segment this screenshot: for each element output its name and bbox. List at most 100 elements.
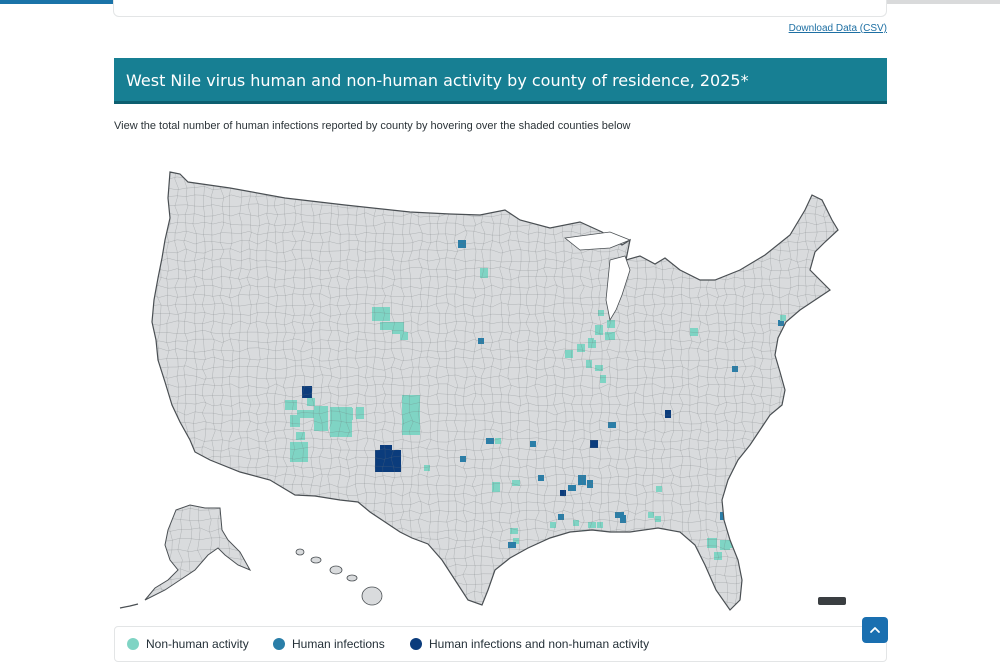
county-nonhuman-39[interactable]	[598, 310, 604, 316]
county-nonhuman-28[interactable]	[512, 480, 520, 486]
county-nonhuman-2[interactable]	[296, 432, 305, 440]
county-nonhuman-17[interactable]	[380, 322, 394, 330]
county-nonhuman-29[interactable]	[565, 350, 573, 358]
county-human-60[interactable]	[508, 542, 516, 548]
county-nonhuman-15[interactable]	[408, 415, 418, 427]
hawaii-island	[361, 586, 383, 606]
county-nonhuman-3[interactable]	[307, 398, 315, 406]
county-border-h	[152, 302, 838, 308]
county-human-52[interactable]	[558, 514, 564, 520]
county-human-43[interactable]	[568, 485, 576, 491]
county-border-h	[152, 320, 838, 326]
back-to-top-button[interactable]	[862, 617, 888, 643]
county-border-h	[152, 356, 838, 362]
county-nonhuman-19[interactable]	[400, 332, 408, 340]
county-human-50[interactable]	[620, 515, 626, 523]
county-nonhuman-74[interactable]	[656, 486, 662, 492]
download-csv-link[interactable]: Download Data (CSV)	[788, 23, 887, 34]
county-nonhuman-6[interactable]	[304, 410, 316, 418]
county-border-h	[152, 365, 838, 371]
county-nonhuman-54[interactable]	[597, 522, 603, 528]
alaska-outline	[144, 504, 252, 601]
county-nonhuman-11[interactable]	[356, 407, 364, 419]
county-border-h	[152, 473, 838, 479]
county-human-71[interactable]	[732, 366, 738, 372]
legend-swatch-nonhuman	[127, 638, 139, 650]
county-nonhuman-30[interactable]	[577, 344, 585, 352]
map-legend: Non-human activity Human infections Huma…	[114, 626, 887, 662]
county-human-20[interactable]	[458, 240, 466, 248]
county-nonhuman-34[interactable]	[605, 332, 615, 340]
map-instruction-text: View the total number of human infection…	[114, 120, 631, 132]
county-nonhuman-21[interactable]	[480, 268, 488, 278]
county-nonhuman-36[interactable]	[595, 365, 603, 371]
lake-superior	[564, 231, 632, 251]
county-nonhuman-32[interactable]	[595, 325, 603, 335]
legend-item-nonhuman: Non-human activity	[127, 637, 249, 651]
county-border-v	[435, 172, 441, 610]
county-nonhuman-57[interactable]	[550, 522, 556, 528]
county-nonhuman-25[interactable]	[492, 482, 500, 492]
county-nonhuman-75[interactable]	[592, 580, 598, 586]
county-border-h	[152, 428, 838, 434]
county-border-v	[408, 172, 414, 610]
county-human-49[interactable]	[608, 422, 616, 428]
county-nonhuman-5[interactable]	[297, 410, 305, 418]
county-border-v	[489, 172, 495, 610]
county-human-46[interactable]	[530, 441, 536, 447]
county-human-23[interactable]	[486, 438, 494, 444]
county-nonhuman-16[interactable]	[372, 307, 390, 321]
county-nonhuman-58[interactable]	[510, 528, 518, 534]
county-human-47[interactable]	[538, 475, 544, 481]
legend-swatch-human	[273, 638, 285, 650]
county-nonhuman-53[interactable]	[588, 522, 596, 528]
puerto-rico	[818, 597, 846, 605]
county-nonhuman-35[interactable]	[586, 360, 592, 368]
county-nonhuman-7[interactable]	[314, 406, 328, 431]
county-border-h	[152, 347, 838, 353]
county-border-v	[534, 172, 540, 610]
county-nonhuman-61[interactable]	[648, 512, 654, 518]
county-human-72[interactable]	[778, 320, 784, 326]
county-nonhuman-18[interactable]	[392, 322, 404, 334]
hawaii	[295, 548, 383, 606]
hawaii-island	[329, 565, 343, 575]
county-both-42[interactable]	[560, 490, 566, 496]
county-nonhuman-26[interactable]	[424, 465, 430, 471]
county-nonhuman-64[interactable]	[707, 538, 717, 548]
alaska	[140, 498, 250, 600]
county-nonhuman-62[interactable]	[655, 516, 661, 522]
county-nonhuman-33[interactable]	[607, 320, 615, 328]
county-border-h	[140, 498, 250, 502]
county-nonhuman-70[interactable]	[690, 328, 698, 336]
county-border-h	[145, 597, 250, 600]
county-nonhuman-38[interactable]	[588, 338, 594, 344]
county-both-48[interactable]	[665, 410, 671, 418]
county-nonhuman-73[interactable]	[780, 315, 786, 321]
county-both-4[interactable]	[302, 386, 312, 398]
county-nonhuman-56[interactable]	[573, 520, 579, 526]
us-county-map	[110, 160, 870, 620]
county-nonhuman-24[interactable]	[495, 438, 501, 444]
county-both-12[interactable]	[375, 450, 401, 472]
county-nonhuman-66[interactable]	[714, 552, 722, 560]
county-human-27[interactable]	[460, 456, 466, 462]
us-outline	[151, 171, 839, 611]
county-nonhuman-69[interactable]	[741, 568, 749, 576]
county-nonhuman-37[interactable]	[600, 375, 606, 383]
county-nonhuman-1[interactable]	[290, 415, 300, 427]
county-nonhuman-59[interactable]	[513, 538, 519, 544]
us-county-map-svg	[119, 171, 846, 611]
county-border-h	[152, 284, 838, 290]
legend-label-nonhuman: Non-human activity	[146, 637, 249, 651]
legend-label-human: Human infections	[292, 637, 385, 651]
county-nonhuman-65[interactable]	[720, 540, 730, 550]
county-nonhuman-0[interactable]	[285, 400, 297, 410]
county-human-63[interactable]	[618, 512, 624, 518]
county-human-22[interactable]	[478, 338, 484, 344]
county-both-13[interactable]	[380, 445, 392, 455]
county-border-h	[152, 383, 838, 389]
county-both-41[interactable]	[590, 440, 598, 448]
county-nonhuman-8[interactable]	[290, 442, 308, 462]
county-border-h	[145, 577, 250, 583]
